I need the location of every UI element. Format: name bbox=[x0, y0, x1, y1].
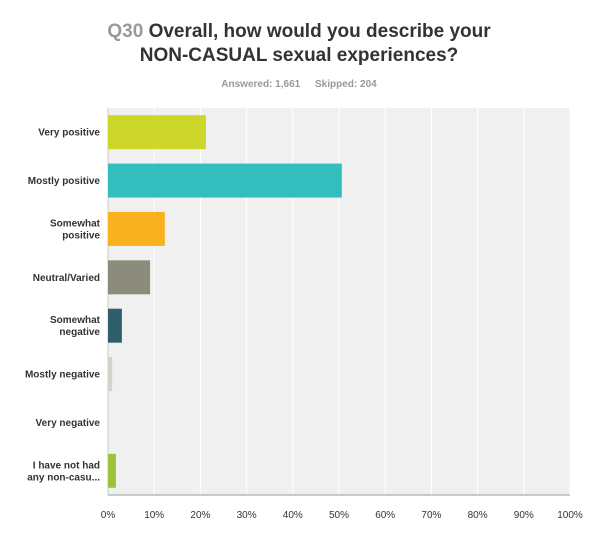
category-label: I have not had any non-casu... bbox=[27, 460, 100, 483]
bar bbox=[108, 163, 342, 198]
category-label: Somewhat positive bbox=[50, 218, 101, 241]
answered-count: Answered: 1,661 bbox=[221, 79, 301, 90]
category-label: Mostly positive bbox=[28, 176, 101, 187]
x-tick-label: 70% bbox=[421, 510, 441, 521]
x-tick-label: 10% bbox=[144, 510, 164, 521]
x-tick-label: 0% bbox=[101, 510, 116, 521]
bar bbox=[108, 115, 206, 150]
response-stats: Answered: 1,661 Skipped: 204 bbox=[0, 79, 598, 90]
question-text-line2: NON-CASUAL sexual experiences? bbox=[139, 45, 459, 66]
x-tick-label: 90% bbox=[514, 510, 534, 521]
question-number: Q30 bbox=[107, 21, 144, 42]
question-title: Q30 Overall, how would you describe your… bbox=[0, 20, 598, 68]
x-tick-label: 60% bbox=[375, 510, 395, 521]
bar bbox=[108, 308, 122, 343]
x-tick-label: 100% bbox=[557, 510, 583, 521]
question-text-line1: Overall, how would you describe your bbox=[148, 21, 491, 42]
skipped-count: Skipped: 204 bbox=[315, 79, 377, 90]
bar bbox=[108, 357, 113, 392]
bar bbox=[108, 453, 116, 488]
bar bbox=[108, 211, 165, 246]
x-tick-label: 30% bbox=[237, 510, 257, 521]
category-label: Very positive bbox=[38, 128, 100, 139]
x-tick-label: 20% bbox=[190, 510, 210, 521]
category-label: Very negative bbox=[36, 418, 101, 429]
bar bbox=[108, 260, 151, 295]
x-tick-label: 50% bbox=[329, 510, 349, 521]
category-label: Somewhat negative bbox=[50, 315, 101, 338]
category-label: Mostly negative bbox=[25, 370, 100, 381]
category-label: Neutral/Varied bbox=[33, 273, 100, 284]
x-tick-label: 40% bbox=[283, 510, 303, 521]
x-tick-label: 80% bbox=[468, 510, 488, 521]
